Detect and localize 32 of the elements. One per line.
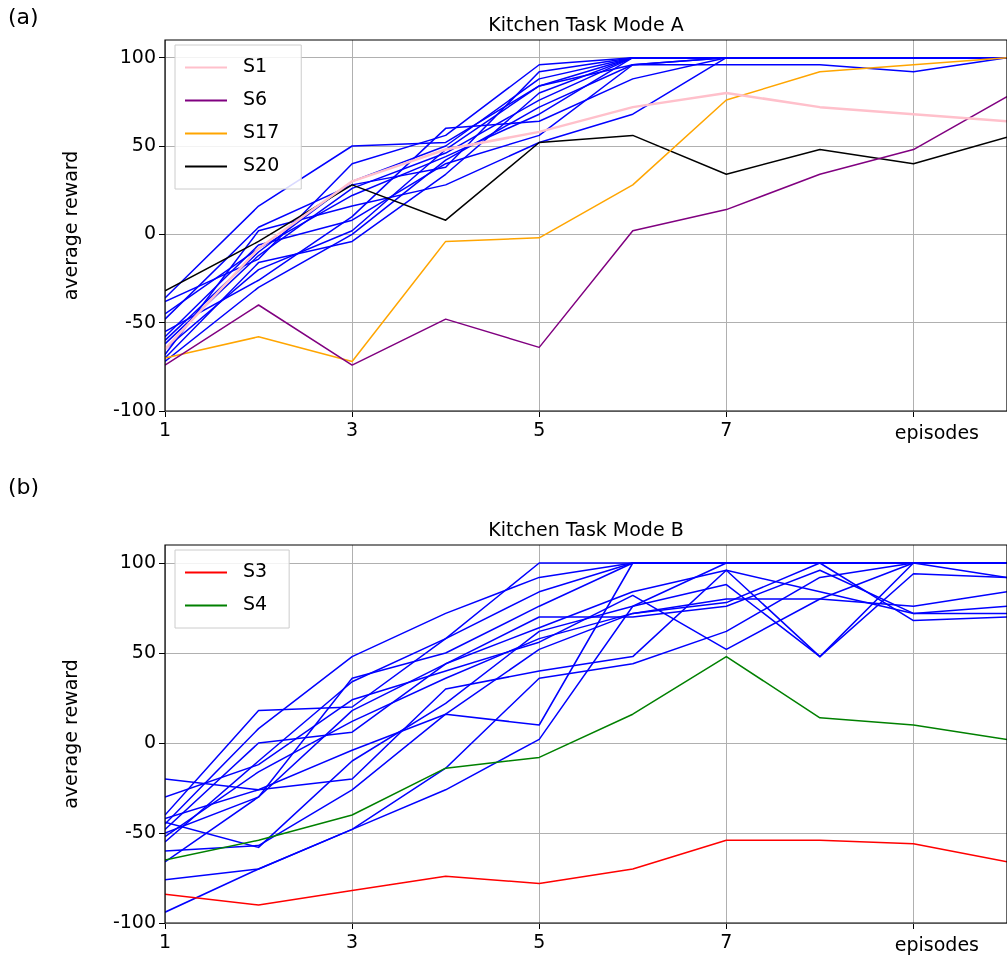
x-tick-label: 3 [346, 930, 359, 953]
y-tick-label: 0 [143, 221, 156, 244]
legend-label: S1 [243, 54, 268, 77]
x-axis-title: episodes [894, 421, 979, 444]
y-tick-label: -50 [124, 309, 156, 332]
x-tick-label: 7 [720, 418, 733, 441]
x-tick-label: 5 [533, 418, 546, 441]
y-tick-label: 0 [143, 729, 156, 752]
y-tick-label: 100 [119, 44, 156, 67]
y-tick-label: -100 [112, 909, 156, 932]
text: (a) [8, 4, 39, 29]
x-tick-label: 5 [533, 930, 546, 953]
y-tick-label: 50 [131, 639, 156, 662]
y-axis-title: average reward [58, 659, 81, 809]
x-tick-label: 7 [720, 930, 733, 953]
y-tick-label: -50 [124, 819, 156, 842]
legend-label: S6 [243, 87, 268, 110]
x-axis-title: episodes [894, 933, 979, 956]
legend-label: S17 [243, 120, 280, 143]
legend-label: S4 [243, 592, 268, 615]
chart-title: Kitchen Task Mode A [488, 13, 684, 36]
x-tick-label: 1 [158, 418, 172, 441]
legend-label: S20 [243, 153, 280, 176]
y-tick-label: -100 [112, 397, 156, 420]
y-axis-title: average reward [58, 150, 81, 301]
chart-title: Kitchen Task Mode B [488, 518, 684, 541]
y-tick-label: 50 [131, 132, 156, 155]
x-tick-label: 3 [346, 418, 359, 441]
legend-label: S3 [243, 559, 268, 582]
text: (b) [8, 474, 40, 499]
y-tick-label: 100 [119, 549, 156, 572]
x-tick-label: 1 [158, 930, 172, 953]
